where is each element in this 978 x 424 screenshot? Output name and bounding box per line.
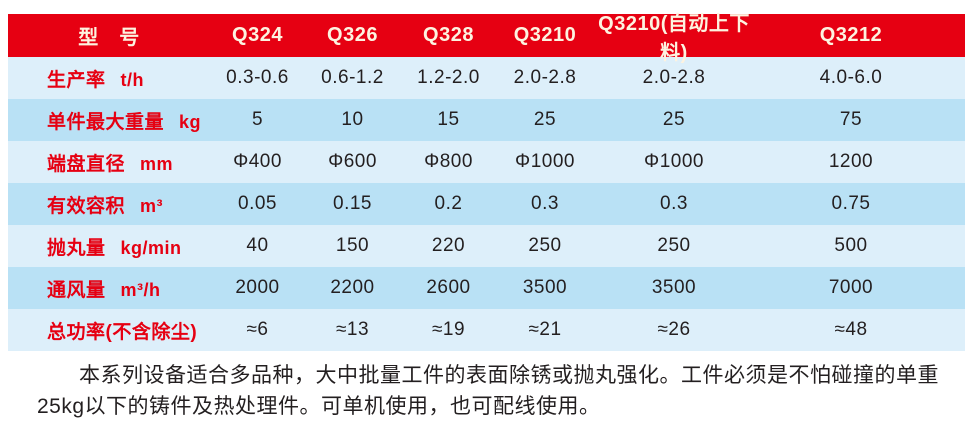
row-label: 单件最大重量 <box>47 111 165 133</box>
row-unit: m³/h <box>120 279 161 300</box>
value-cell: 2000 <box>235 277 280 298</box>
table-row-ventilation: 通风量 m³/h 2000 2200 2600 3500 3500 7000 <box>8 267 965 309</box>
row-label: 生产率 <box>47 69 106 91</box>
value-cell: 4.0-6.0 <box>819 67 883 88</box>
value-cell: 220 <box>431 235 466 256</box>
value-cell: ≈48 <box>834 319 868 340</box>
row-unit: kg/min <box>120 237 182 258</box>
value-cell: 150 <box>335 235 370 256</box>
table-row-production-rate: 生产率 t/h 0.3-0.6 0.6-1.2 1.2-2.0 2.0-2.8 … <box>8 57 965 99</box>
row-label: 端盘直径 <box>47 153 126 175</box>
row-label: 抛丸量 <box>47 237 106 259</box>
value-cell: 5 <box>251 109 264 130</box>
value-cell: Φ1000 <box>644 151 704 172</box>
value-cell: 250 <box>657 235 691 256</box>
value-cell: 40 <box>246 235 269 256</box>
value-cell: 2200 <box>330 277 375 298</box>
value-cell: 0.3 <box>660 193 688 214</box>
row-unit: kg <box>179 111 202 132</box>
value-cell: ≈26 <box>657 319 691 340</box>
row-header: 抛丸量 kg/min <box>8 233 210 260</box>
row-unit: t/h <box>120 69 145 90</box>
value-cell: 3500 <box>522 277 568 298</box>
value-cell: 25 <box>662 109 686 130</box>
value-cell: 25 <box>533 109 557 130</box>
value-cell: 0.6-1.2 <box>321 67 384 88</box>
value-cell: 10 <box>341 109 364 130</box>
row-unit: m³ <box>140 195 164 216</box>
row-label: 总功率(不含除尘) <box>47 321 198 343</box>
row-label: 通风量 <box>47 279 106 301</box>
value-cell: 0.75 <box>831 193 871 214</box>
table-header-row: 型 号 Q324 Q326 Q328 Q3210 Q3210(自动上下料) Q3… <box>8 13 965 64</box>
value-cell: 0.3 <box>531 193 559 214</box>
table-row-effective-volume: 有效容积 m³ 0.05 0.15 0.2 0.3 0.3 0.75 <box>8 183 965 225</box>
value-cell: 7000 <box>828 277 874 298</box>
value-cell: Φ400 <box>233 151 282 172</box>
value-cell: ≈6 <box>246 319 269 340</box>
row-header: 端盘直径 mm <box>8 149 210 176</box>
column-header-q3210: Q3210 <box>513 24 577 46</box>
value-cell: 0.15 <box>333 193 372 214</box>
value-cell: ≈19 <box>431 319 466 340</box>
column-header-q328: Q328 <box>423 24 474 46</box>
row-header: 总功率(不含除尘) <box>8 317 210 344</box>
table-row-shot-blast-rate: 抛丸量 kg/min 40 150 220 250 250 500 <box>8 225 965 267</box>
value-cell: 1.2-2.0 <box>417 67 480 88</box>
table-row-end-disc-diameter: 端盘直径 mm Φ400 Φ600 Φ800 Φ1000 Φ1000 1200 <box>8 141 965 183</box>
value-cell: 2.0-2.8 <box>513 67 577 88</box>
value-cell: 3500 <box>651 277 697 298</box>
column-header-q3212: Q3212 <box>819 24 883 46</box>
value-cell: 500 <box>834 235 868 256</box>
value-cell: 0.2 <box>434 193 463 214</box>
description-paragraph: 本系列设备适合多品种，大中批量工件的表面除锈或抛丸强化。工件必须是不怕碰撞的单重… <box>37 364 939 418</box>
value-cell: 0.3-0.6 <box>226 67 289 88</box>
value-cell: 250 <box>528 235 562 256</box>
row-header: 有效容积 m³ <box>8 191 210 218</box>
value-cell: ≈21 <box>528 319 562 340</box>
value-cell: ≈13 <box>335 319 370 340</box>
value-cell: 2.0-2.8 <box>642 67 706 88</box>
column-header-q326: Q326 <box>327 24 378 46</box>
value-cell: 1200 <box>828 151 874 172</box>
value-cell: Φ800 <box>424 151 473 172</box>
row-unit: mm <box>140 153 174 174</box>
value-cell: 2600 <box>426 277 471 298</box>
value-cell: Φ1000 <box>515 151 575 172</box>
column-header-q3210-auto: Q3210(自动上下料) <box>598 12 750 64</box>
table-row-total-power: 总功率(不含除尘) ≈6 ≈13 ≈19 ≈21 ≈26 ≈48 <box>8 309 965 351</box>
value-cell: 15 <box>437 109 460 130</box>
value-cell: 0.05 <box>238 193 277 214</box>
row-header: 单件最大重量 kg <box>8 107 210 134</box>
column-header-q324: Q324 <box>232 24 283 46</box>
spec-table: 型 号 Q324 Q326 Q328 Q3210 Q3210(自动上下料) Q3… <box>8 13 965 351</box>
table-row-max-piece-weight: 单件最大重量 kg 5 10 15 25 25 75 <box>8 99 965 141</box>
row-label: 有效容积 <box>47 195 126 217</box>
value-cell: Φ600 <box>328 151 377 172</box>
row-header: 生产率 t/h <box>8 65 210 92</box>
row-header: 通风量 m³/h <box>8 275 210 302</box>
value-cell: 75 <box>839 109 863 130</box>
column-header-model: 型 号 <box>78 27 140 49</box>
